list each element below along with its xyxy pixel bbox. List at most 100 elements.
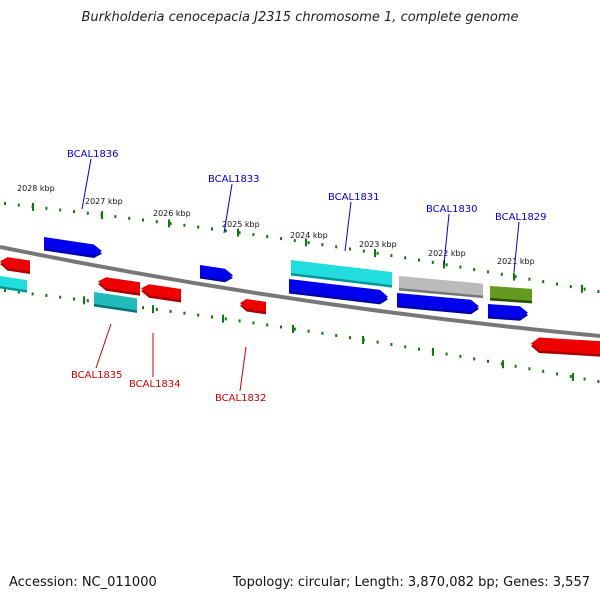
scale-minor-tick: [59, 295, 62, 299]
scale-minor-tick: [17, 203, 20, 207]
scale-minor-tick: [335, 245, 338, 249]
scale-minor-tick: [542, 369, 545, 373]
gene-arrow[interactable]: [200, 265, 233, 280]
scale-minor-tick: [349, 336, 351, 340]
scale-minor-tick: [183, 311, 186, 315]
scale-major-tick: [237, 228, 239, 237]
scale-minor-tick: [528, 277, 531, 281]
scale-minor-tick: [445, 263, 448, 267]
gene-label[interactable]: BCAL1834: [129, 379, 181, 390]
scale-major-tick: [101, 211, 103, 220]
gene-label[interactable]: BCAL1831: [328, 192, 380, 203]
gene-label[interactable]: BCAL1835: [71, 370, 123, 381]
scale-major-tick: [443, 260, 445, 269]
scale-minor-tick: [335, 334, 338, 337]
scale-minor-tick: [376, 340, 379, 344]
scale-major-tick: [168, 219, 170, 228]
scale-minor-tick: [514, 275, 517, 279]
scale-minor-tick: [418, 347, 420, 351]
scale-minor-tick: [459, 265, 462, 269]
scale-major-tick: [374, 249, 376, 258]
map-title: Burkholderia cenocepacia J2315 chromosom…: [81, 10, 519, 25]
leader-line: [239, 346, 247, 392]
scale-minor-tick: [280, 325, 282, 329]
gene-arrow[interactable]: [94, 292, 137, 311]
scale-minor-tick: [169, 309, 172, 313]
scale-minor-tick: [59, 208, 62, 212]
leader-line: [513, 221, 520, 273]
gene-arrow[interactable]: [488, 304, 528, 319]
scale-minor-tick: [211, 315, 213, 319]
scale-minor-tick: [445, 352, 448, 356]
scale-minor-tick: [73, 210, 75, 214]
tick-label: 2024 kbp: [290, 231, 328, 240]
scale-minor-tick: [252, 321, 255, 325]
scale-minor-tick: [473, 268, 476, 271]
gene-arrow[interactable]: [531, 337, 600, 355]
scale-major-tick: [513, 272, 515, 281]
gene-arrow[interactable]: [490, 286, 532, 301]
gene-label[interactable]: BCAL1829: [495, 212, 547, 223]
genome-summary: Topology: circular; Length: 3,870,082 bp…: [232, 575, 590, 590]
gene-arrow[interactable]: [98, 277, 140, 294]
gene-label[interactable]: BCAL1836: [67, 149, 119, 160]
scale-minor-tick: [556, 372, 558, 376]
scale-minor-tick: [293, 327, 296, 331]
label-leaders: [81, 158, 520, 392]
tick-label: 2023 kbp: [359, 240, 397, 249]
scale-minor-tick: [390, 254, 393, 258]
leader-line: [223, 183, 233, 234]
gene-arrow[interactable]: [397, 293, 479, 312]
tick-label: 2021 kbp: [497, 257, 535, 266]
scale-minor-tick: [86, 211, 89, 215]
scale-major-tick: [362, 336, 364, 344]
gene-arrow[interactable]: [240, 299, 266, 312]
scale-minor-tick: [142, 306, 144, 310]
scale-major-tick: [432, 347, 434, 356]
scale-minor-tick: [404, 345, 407, 349]
scale-minor-tick: [487, 359, 489, 363]
gene-arrow[interactable]: [0, 276, 27, 291]
scale-minor-tick: [211, 227, 213, 231]
scale-minor-tick: [583, 287, 586, 291]
scale-minor-tick: [45, 206, 48, 210]
gene-label[interactable]: BCAL1830: [426, 204, 478, 215]
gene-arrow[interactable]: [399, 276, 483, 296]
gene-label[interactable]: BCAL1833: [208, 174, 260, 185]
scale-minor-tick: [376, 251, 379, 255]
tick-label: 2027 kbp: [85, 197, 123, 206]
scale-minor-tick: [487, 270, 489, 274]
gene-arrow[interactable]: [289, 279, 388, 302]
leader-line: [443, 213, 450, 265]
gene-label[interactable]: BCAL1832: [215, 393, 267, 404]
scale-major-tick: [32, 202, 34, 211]
tick-label: 2026 kbp: [153, 209, 191, 218]
scale-minor-tick: [500, 272, 503, 276]
scale-minor-tick: [321, 243, 324, 247]
scale-tracks: [4, 202, 600, 383]
scale-major-tick: [83, 296, 85, 305]
chromosome-backbone: [0, 245, 600, 338]
scale-minor-tick: [197, 313, 200, 317]
scale-minor-tick: [293, 239, 296, 243]
scale-major-tick: [572, 373, 574, 381]
scale-minor-tick: [459, 354, 462, 358]
scale-minor-tick: [183, 223, 186, 227]
gene-arrow[interactable]: [44, 237, 102, 256]
scale-minor-tick: [197, 225, 200, 229]
scale-minor-tick: [128, 216, 131, 220]
scale-minor-tick: [142, 218, 144, 222]
gene-features: [0, 237, 600, 357]
scale-minor-tick: [238, 319, 241, 323]
scale-minor-tick: [431, 260, 434, 264]
scale-minor-tick: [17, 290, 20, 294]
gene-arrow[interactable]: [291, 260, 392, 286]
scale-minor-tick: [597, 380, 600, 383]
gene-arrow[interactable]: [0, 257, 30, 272]
scale-major-tick: [292, 324, 294, 333]
scale-minor-tick: [155, 308, 158, 311]
scale-minor-tick: [155, 220, 158, 224]
scale-minor-tick: [252, 233, 255, 237]
leader-line: [95, 323, 112, 369]
gene-arrow[interactable]: [141, 284, 181, 300]
